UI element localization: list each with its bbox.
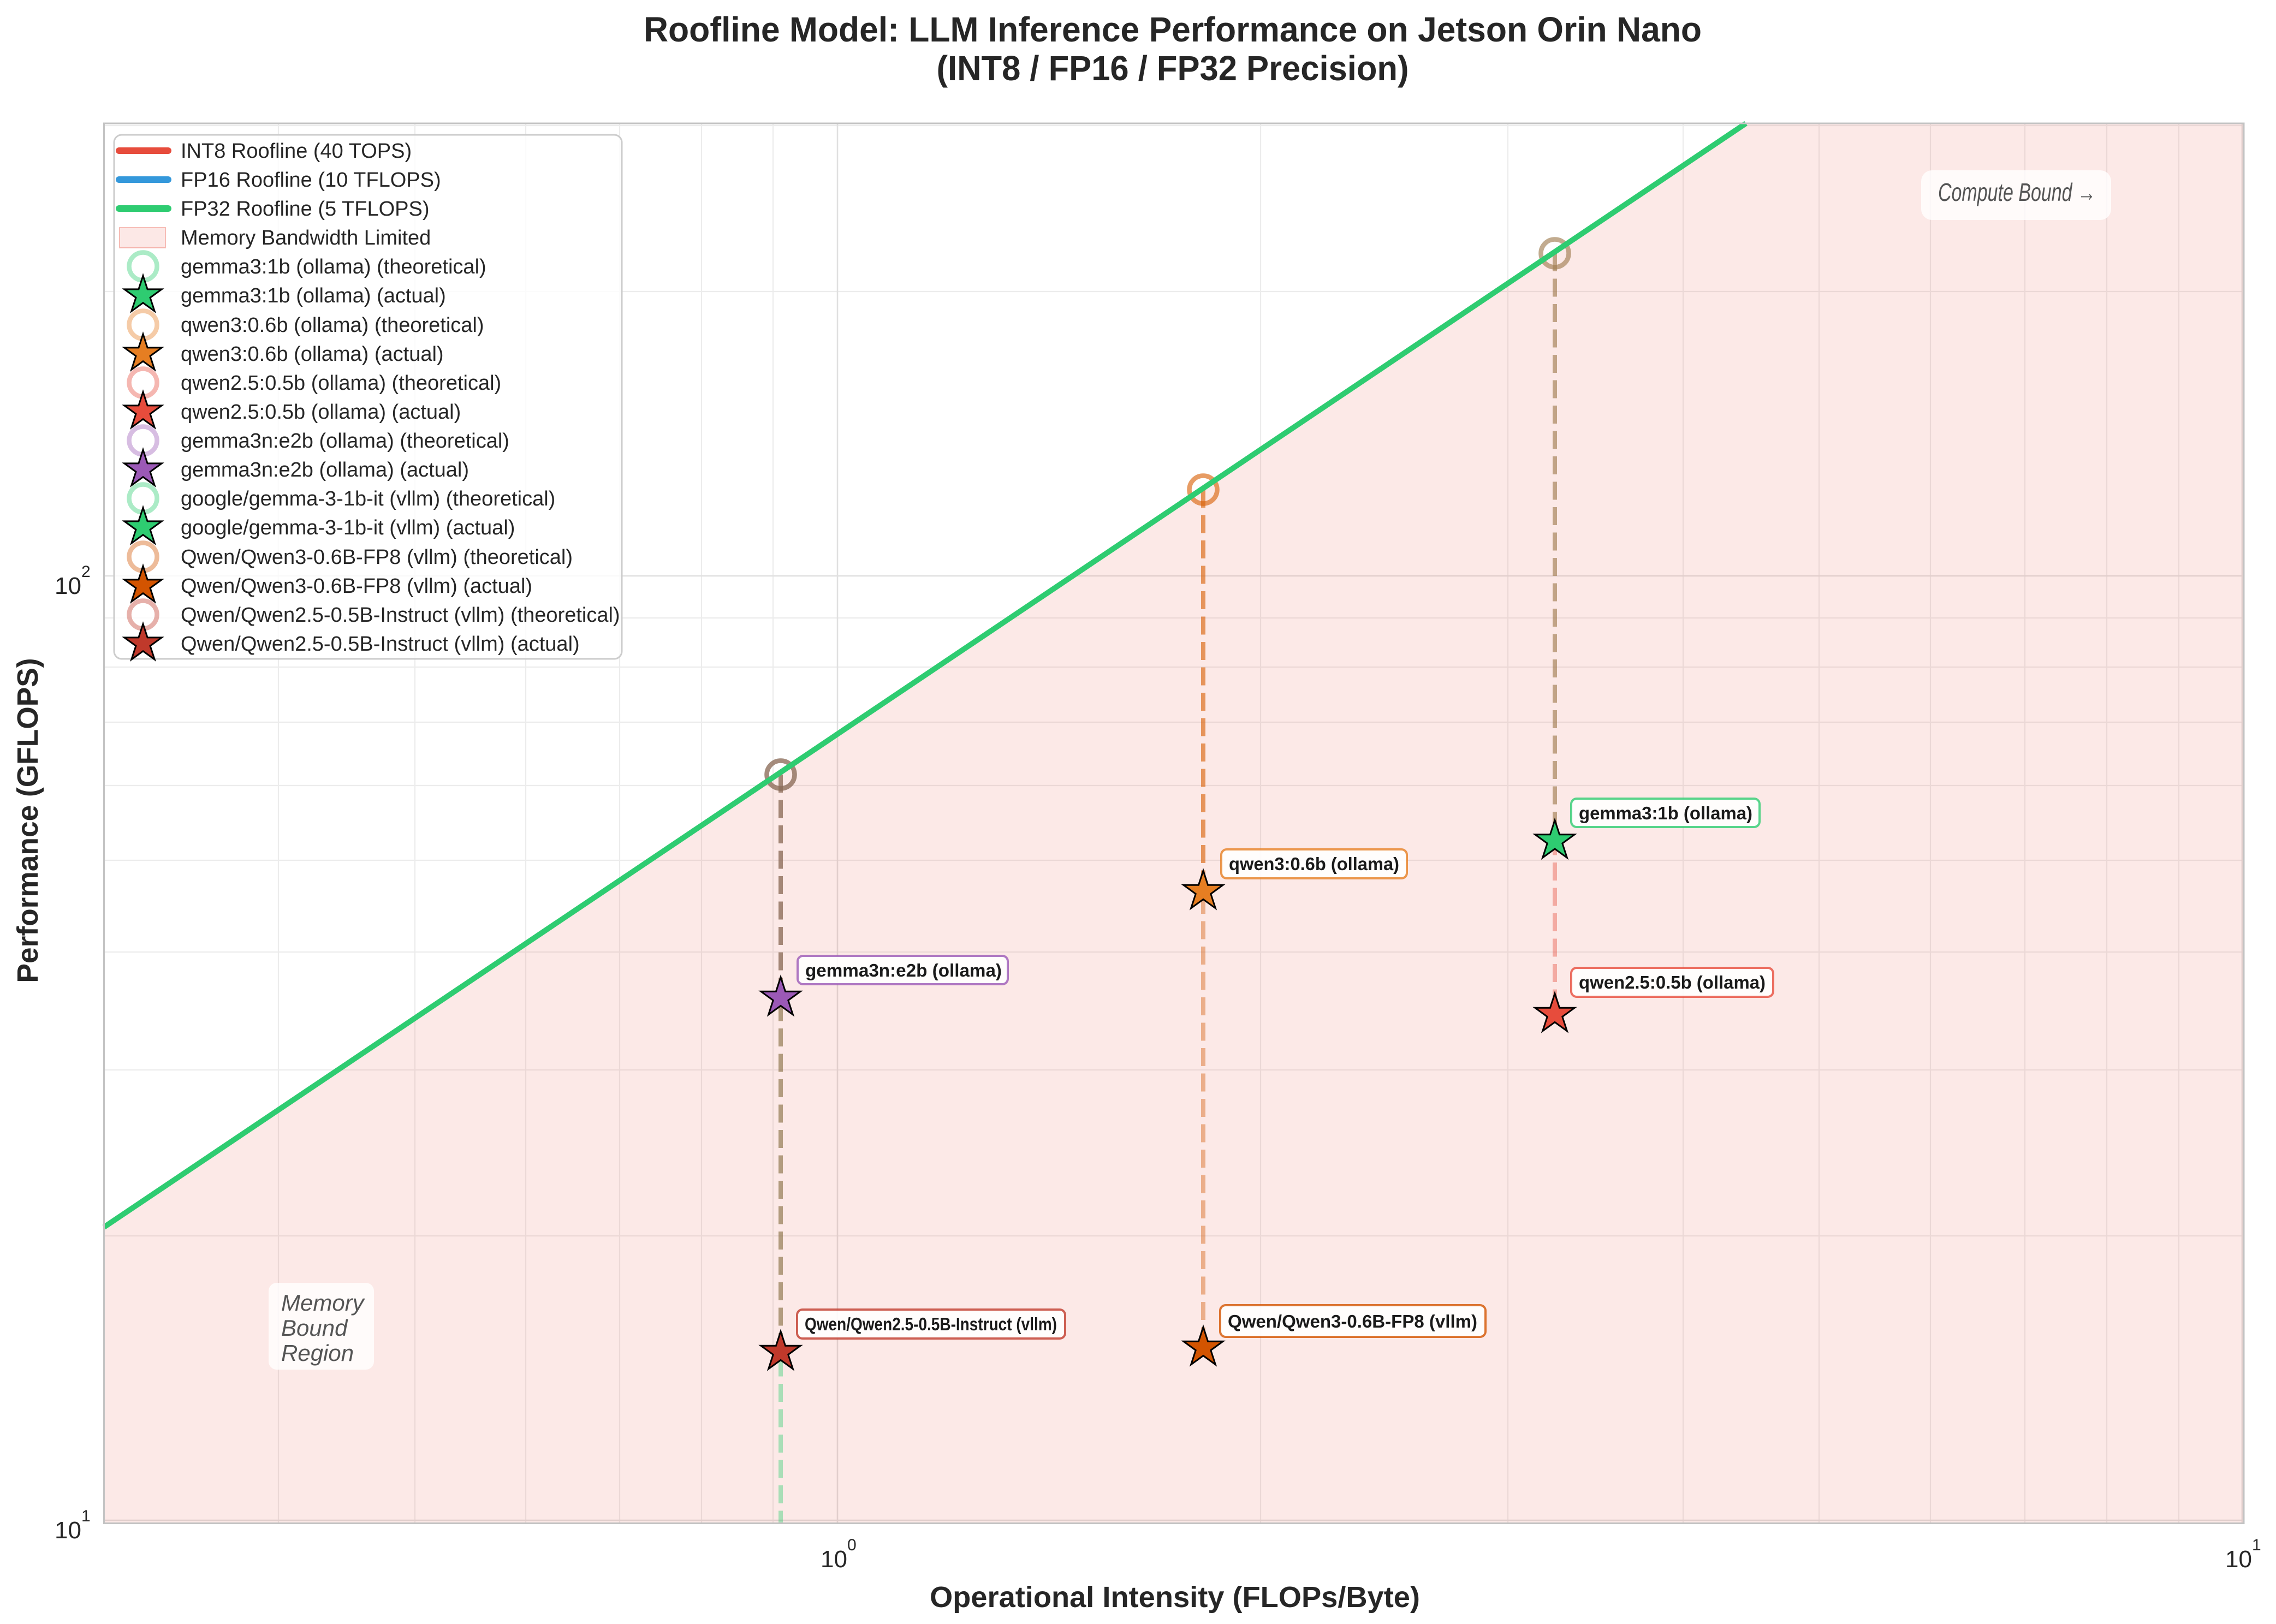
svg-text:Operational Intensity (FLOPs/B: Operational Intensity (FLOPs/Byte) xyxy=(930,1581,1420,1614)
svg-text:(INT8 / FP16 / FP32 Precision): (INT8 / FP16 / FP32 Precision) xyxy=(937,49,1409,88)
svg-text:Performance (GFLOPS): Performance (GFLOPS) xyxy=(11,658,44,983)
svg-text:Qwen/Qwen2.5-0.5B-Instruct (vl: Qwen/Qwen2.5-0.5B-Instruct (vllm) (theor… xyxy=(181,604,620,627)
svg-text:Qwen/Qwen2.5-0.5B-Instruct (vl: Qwen/Qwen2.5-0.5B-Instruct (vllm) xyxy=(805,1314,1057,1334)
svg-text:qwen2.5:0.5b (ollama): qwen2.5:0.5b (ollama) xyxy=(1579,972,1766,992)
svg-text:qwen3:0.6b (ollama): qwen3:0.6b (ollama) xyxy=(1229,854,1399,874)
svg-text:gemma3:1b (ollama): gemma3:1b (ollama) xyxy=(1579,803,1752,823)
svg-text:FP16 Roofline (10 TFLOPS): FP16 Roofline (10 TFLOPS) xyxy=(181,169,441,192)
svg-text:qwen3:0.6b (ollama) (actual): qwen3:0.6b (ollama) (actual) xyxy=(181,343,444,366)
svg-text:google/gemma-3-1b-it (vllm) (a: google/gemma-3-1b-it (vllm) (actual) xyxy=(181,516,515,539)
svg-text:Bound: Bound xyxy=(281,1315,348,1341)
svg-text:Qwen/Qwen3-0.6B-FP8 (vllm) (th: Qwen/Qwen3-0.6B-FP8 (vllm) (theoretical) xyxy=(181,546,573,569)
svg-text:gemma3:1b (ollama) (actual): gemma3:1b (ollama) (actual) xyxy=(181,284,446,307)
svg-text:Memory Bandwidth Limited: Memory Bandwidth Limited xyxy=(181,227,431,249)
svg-text:google/gemma-3-1b-it (vllm) (t: google/gemma-3-1b-it (vllm) (theoretical… xyxy=(181,487,555,510)
svg-text:gemma3n:e2b (ollama) (theoreti: gemma3n:e2b (ollama) (theoretical) xyxy=(181,430,509,453)
svg-text:Region: Region xyxy=(281,1340,354,1366)
svg-text:gemma3:1b (ollama) (theoretica: gemma3:1b (ollama) (theoretical) xyxy=(181,255,486,278)
svg-text:qwen3:0.6b (ollama) (theoretic: qwen3:0.6b (ollama) (theoretical) xyxy=(181,314,484,337)
svg-text:Qwen/Qwen3-0.6B-FP8 (vllm): Qwen/Qwen3-0.6B-FP8 (vllm) xyxy=(1228,1311,1477,1331)
svg-text:Memory: Memory xyxy=(281,1290,366,1316)
svg-text:qwen2.5:0.5b (ollama) (theoret: qwen2.5:0.5b (ollama) (theoretical) xyxy=(181,372,501,395)
svg-text:gemma3n:e2b (ollama): gemma3n:e2b (ollama) xyxy=(805,960,1002,980)
svg-text:Qwen/Qwen3-0.6B-FP8 (vllm) (ac: Qwen/Qwen3-0.6B-FP8 (vllm) (actual) xyxy=(181,575,532,598)
svg-text:INT8 Roofline (40 TOPS): INT8 Roofline (40 TOPS) xyxy=(181,140,412,163)
svg-text:qwen2.5:0.5b (ollama) (actual): qwen2.5:0.5b (ollama) (actual) xyxy=(181,401,461,424)
svg-text:Compute Bound →: Compute Bound → xyxy=(1938,178,2096,206)
svg-text:Roofline Model: LLM Inference: Roofline Model: LLM Inference Performanc… xyxy=(644,10,1702,49)
svg-text:FP32 Roofline (5 TFLOPS): FP32 Roofline (5 TFLOPS) xyxy=(181,198,429,221)
svg-text:gemma3n:e2b (ollama) (actual): gemma3n:e2b (ollama) (actual) xyxy=(181,459,469,481)
svg-text:Qwen/Qwen2.5-0.5B-Instruct (vl: Qwen/Qwen2.5-0.5B-Instruct (vllm) (actua… xyxy=(181,633,580,656)
